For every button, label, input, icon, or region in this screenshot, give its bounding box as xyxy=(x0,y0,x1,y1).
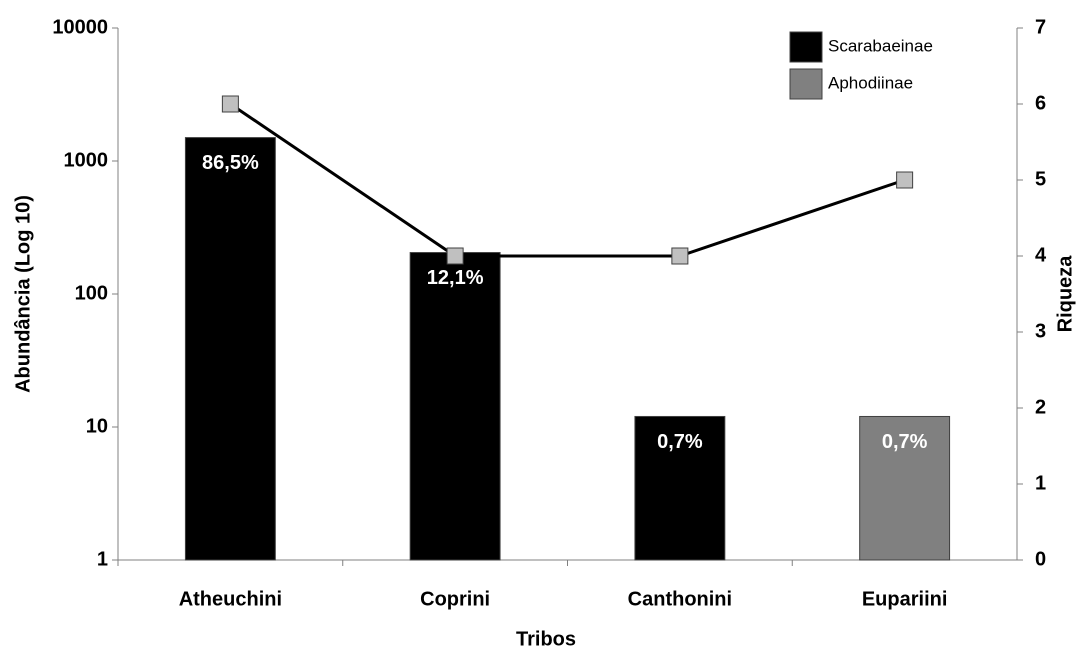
y-tick-label: 1 xyxy=(97,548,108,570)
value-label: 0,7% xyxy=(657,431,703,453)
bar xyxy=(409,252,501,561)
x-tick-label: Eupariini xyxy=(862,588,948,610)
y2-tick-label: 0 xyxy=(1035,548,1046,570)
marker xyxy=(221,95,239,113)
bar xyxy=(634,415,726,561)
legend-label: Aphodiinae xyxy=(828,73,913,92)
marker xyxy=(896,171,914,189)
legend-label: Scarabaeinae xyxy=(828,36,933,55)
line xyxy=(229,102,906,258)
y-tick-label: 10000 xyxy=(52,16,108,38)
y2-tick-label: 4 xyxy=(1035,244,1047,266)
x-tick-label: Atheuchini xyxy=(179,588,282,610)
x-tick-label: Canthonini xyxy=(628,588,732,610)
legend-swatch xyxy=(789,68,823,100)
bar xyxy=(859,415,951,561)
y2-tick-label: 2 xyxy=(1035,396,1046,418)
y2-tick-label: 5 xyxy=(1035,168,1046,190)
y2-tick-label: 3 xyxy=(1035,320,1046,342)
y2-tick-label: 6 xyxy=(1035,92,1046,114)
y-axis-label: Abundância (Log 10) xyxy=(12,195,34,393)
marker xyxy=(671,247,689,265)
y-tick-label: 1000 xyxy=(64,149,109,171)
bar xyxy=(184,137,276,561)
legend-swatch xyxy=(789,31,823,63)
marker xyxy=(446,247,464,265)
y2-tick-label: 7 xyxy=(1035,16,1046,38)
x-tick-label: Coprini xyxy=(420,588,490,610)
y-tick-label: 10 xyxy=(86,415,108,437)
value-label: 86,5% xyxy=(202,152,259,174)
y-tick-label: 100 xyxy=(75,282,108,304)
y2-axis-label: Riqueza xyxy=(1054,255,1076,333)
x-axis-label: Tribos xyxy=(516,628,576,650)
y2-tick-label: 1 xyxy=(1035,472,1046,494)
value-label: 0,7% xyxy=(882,431,928,453)
value-label: 12,1% xyxy=(427,267,484,289)
